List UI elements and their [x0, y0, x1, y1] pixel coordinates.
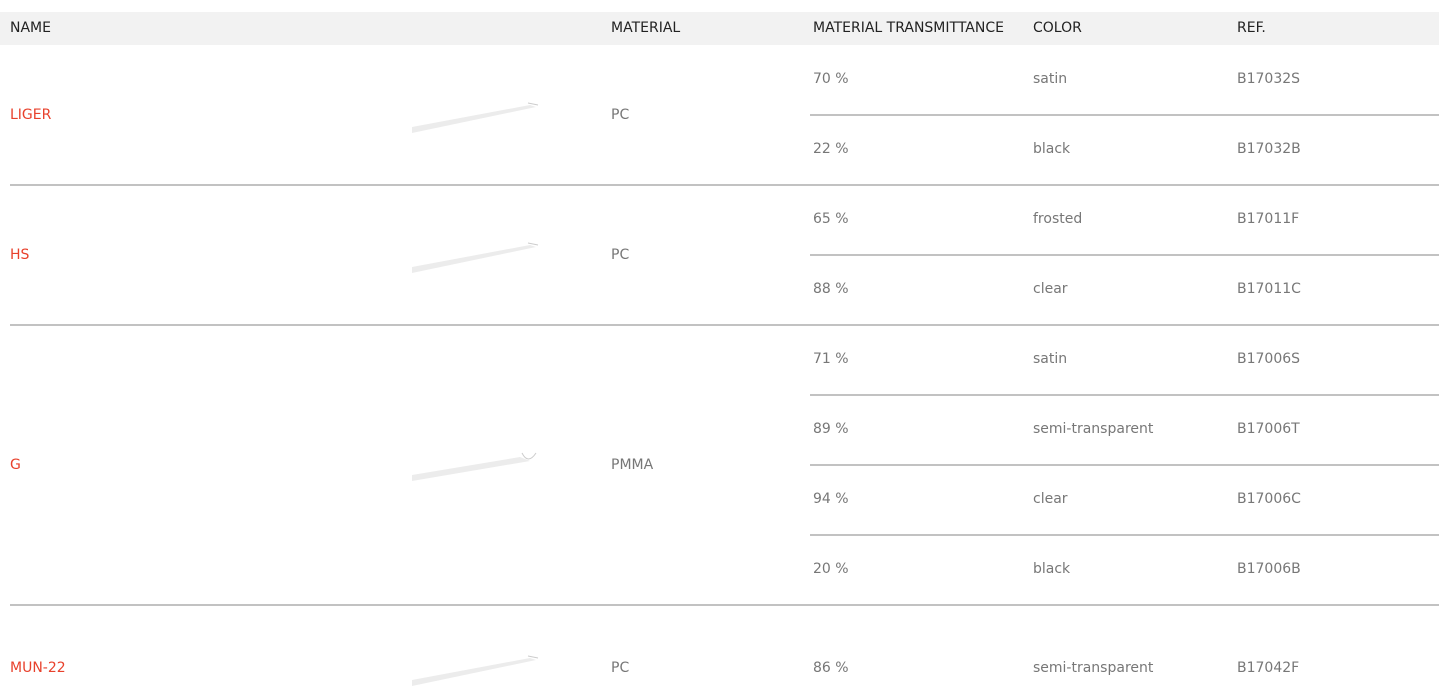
- transmittance-cell: 86 %: [813, 658, 849, 678]
- variant-separator: [810, 114, 1439, 116]
- transmittance-cell: 89 %: [813, 419, 849, 439]
- header-cell: MATERIAL: [611, 18, 680, 38]
- transmittance-cell: 65 %: [813, 209, 849, 229]
- variant-separator: [810, 394, 1439, 396]
- table-header: NAME MATERIAL MATERIAL TRANSMITTANCE COL…: [0, 12, 1439, 45]
- ref-cell: B17006S: [1237, 349, 1300, 369]
- color-cell: semi-transparent: [1033, 658, 1153, 678]
- color-cell: semi-transparent: [1033, 419, 1153, 439]
- variant-separator: [810, 254, 1439, 256]
- transmittance-cell: 94 %: [813, 489, 849, 509]
- header-cell: REF.: [1237, 18, 1266, 38]
- product-image: [410, 97, 540, 137]
- row-separator: [10, 324, 1439, 326]
- color-cell: black: [1033, 139, 1070, 159]
- product-name-link[interactable]: LIGER: [10, 105, 51, 125]
- product-image: [410, 447, 540, 487]
- transmittance-cell: 71 %: [813, 349, 849, 369]
- product-name-link[interactable]: G: [10, 455, 21, 475]
- row-separator: [10, 604, 1439, 606]
- page: NAME MATERIAL MATERIAL TRANSMITTANCE COL…: [0, 0, 1439, 693]
- ref-cell: B17006C: [1237, 489, 1301, 509]
- variant-separator: [810, 464, 1439, 466]
- header-cell: NAME: [10, 18, 51, 38]
- transmittance-cell: 22 %: [813, 139, 849, 159]
- color-cell: satin: [1033, 349, 1067, 369]
- color-cell: frosted: [1033, 209, 1082, 229]
- ref-cell: B17011C: [1237, 279, 1301, 299]
- product-name-link[interactable]: MUN-22: [10, 658, 66, 678]
- product-name-link[interactable]: HS: [10, 245, 29, 265]
- ref-cell: B17032B: [1237, 139, 1301, 159]
- ref-cell: B17006T: [1237, 419, 1300, 439]
- color-cell: clear: [1033, 279, 1068, 299]
- ref-cell: B17042F: [1237, 658, 1299, 678]
- ref-cell: B17011F: [1237, 209, 1299, 229]
- header-cell: COLOR: [1033, 18, 1082, 38]
- color-cell: satin: [1033, 69, 1067, 89]
- color-cell: clear: [1033, 489, 1068, 509]
- ref-cell: B17032S: [1237, 69, 1300, 89]
- transmittance-cell: 70 %: [813, 69, 849, 89]
- color-cell: black: [1033, 559, 1070, 579]
- product-image: [410, 650, 540, 690]
- material-cell: PC: [611, 105, 629, 125]
- transmittance-cell: 88 %: [813, 279, 849, 299]
- ref-cell: B17006B: [1237, 559, 1301, 579]
- header-cell: MATERIAL TRANSMITTANCE: [813, 18, 1004, 38]
- variant-separator: [810, 534, 1439, 536]
- transmittance-cell: 20 %: [813, 559, 849, 579]
- row-separator: [10, 184, 1439, 186]
- material-cell: PC: [611, 658, 629, 678]
- product-image: [410, 237, 540, 277]
- material-cell: PMMA: [611, 455, 653, 475]
- material-cell: PC: [611, 245, 629, 265]
